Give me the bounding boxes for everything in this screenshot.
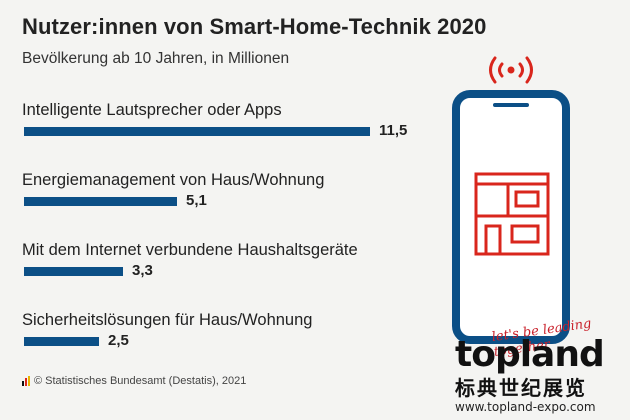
source-text: © Statistisches Bundesamt (Destatis), 20… [34, 375, 247, 387]
category-label: Mit dem Internet verbundene Haushaltsger… [22, 241, 358, 259]
category-label: Intelligente Lautsprecher oder Apps [22, 101, 282, 119]
smartphone-smart-home-icon [452, 46, 570, 351]
chart-subtitle: Bevölkerung ab 10 Jahren, in Millionen [22, 50, 290, 67]
category-label: Energiemanagement von Haus/Wohnung [22, 171, 325, 189]
bar [24, 127, 370, 136]
bar [24, 197, 177, 206]
value-label: 3,3 [132, 262, 153, 279]
destatis-logo-icon [22, 376, 30, 386]
watermark: let's be leading together topland 标典世纪展览… [455, 316, 630, 420]
bar [24, 337, 99, 346]
house-icon [474, 172, 550, 256]
wifi-signal-icon [489, 56, 533, 84]
watermark-url: www.topland-expo.com [455, 400, 596, 414]
value-label: 5,1 [186, 192, 207, 209]
bar [24, 267, 123, 276]
category-label: Sicherheitslösungen für Haus/Wohnung [22, 311, 313, 329]
source-note: © Statistisches Bundesamt (Destatis), 20… [22, 375, 246, 387]
value-label: 11,5 [379, 122, 408, 139]
chart-title: Nutzer:innen von Smart-Home-Technik 2020 [22, 14, 487, 39]
value-label: 2,5 [108, 332, 129, 349]
watermark-chinese: 标典世纪展览 [455, 376, 587, 400]
watermark-name: topland [455, 334, 605, 375]
